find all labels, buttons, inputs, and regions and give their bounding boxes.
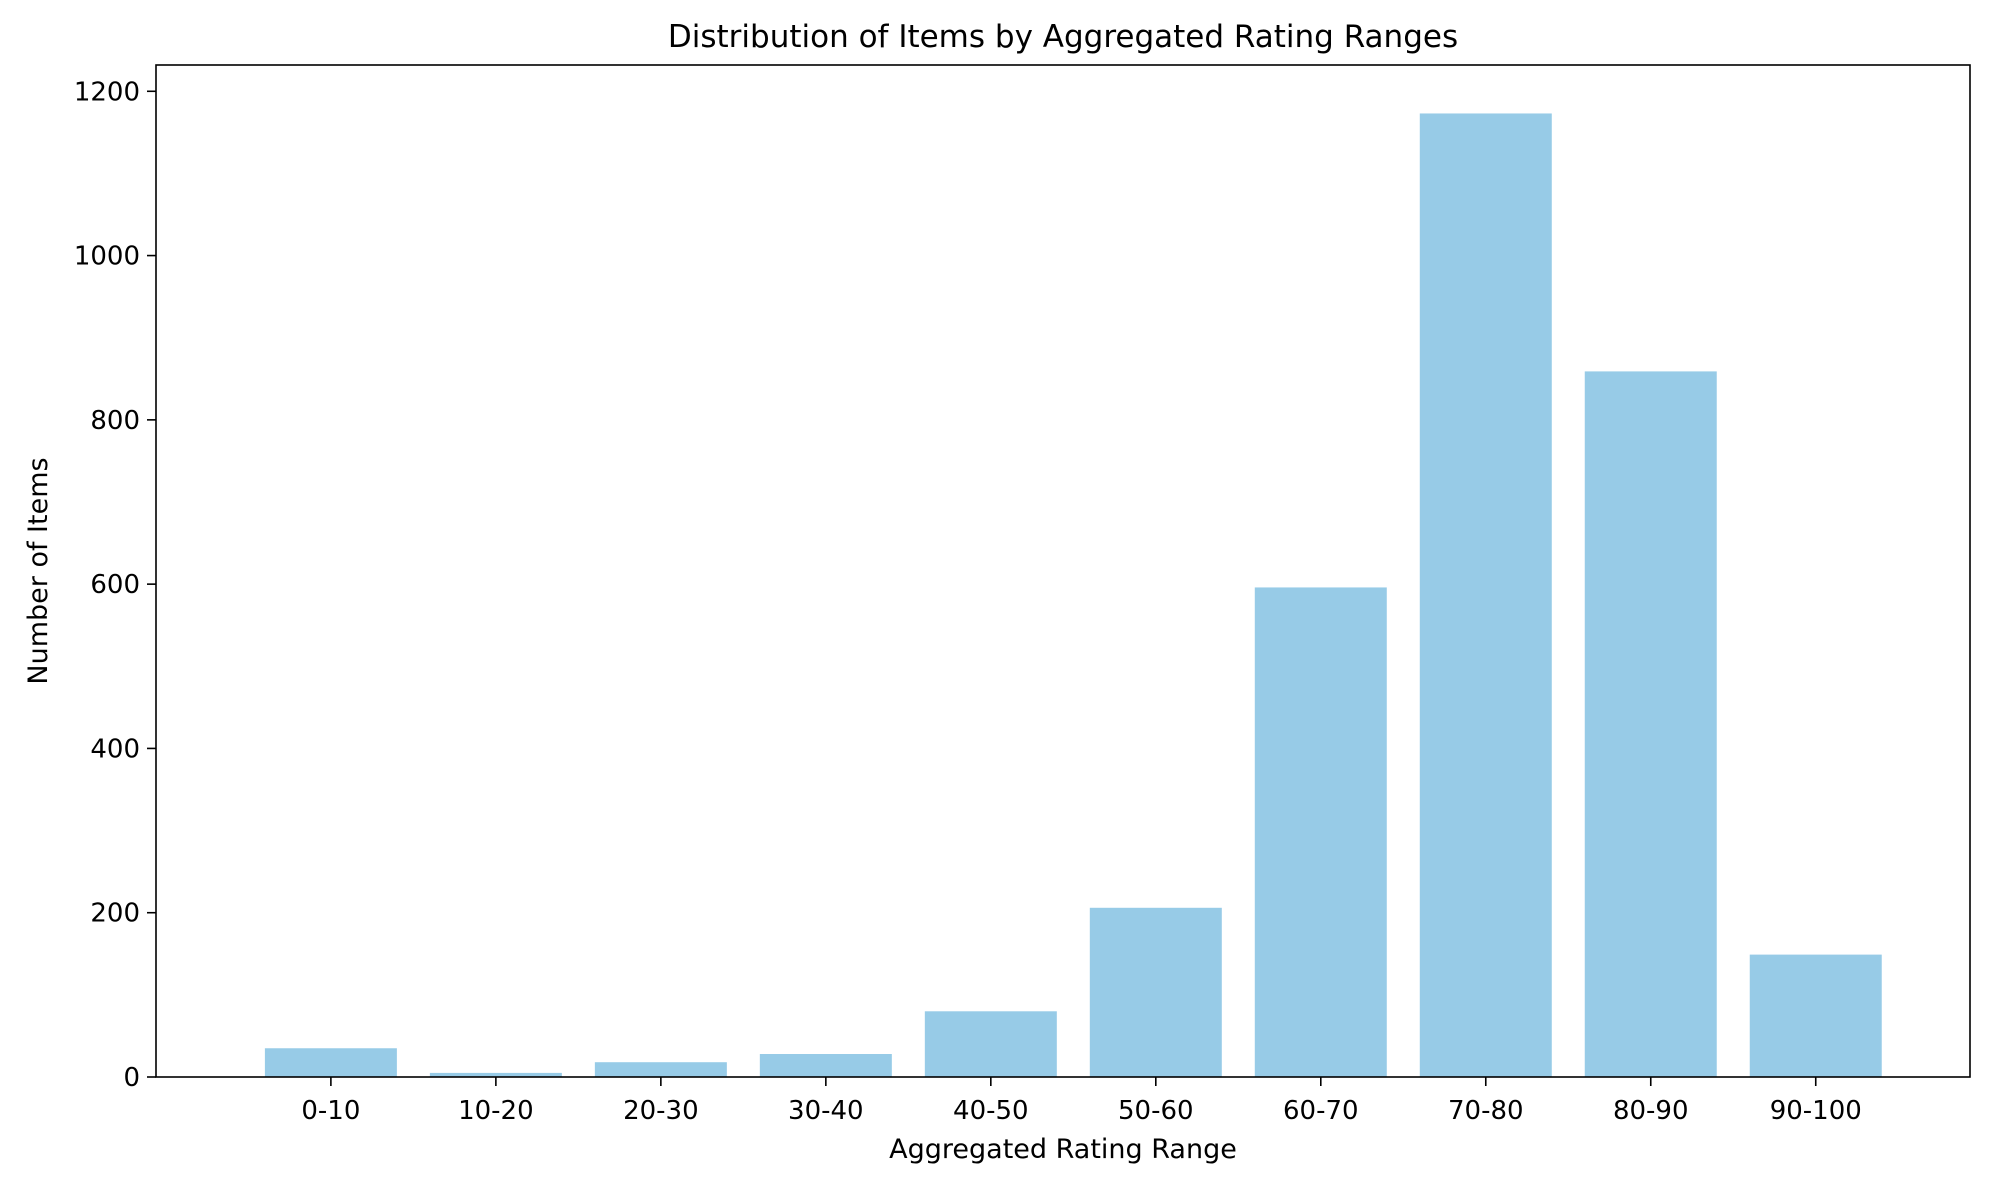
bar-50-60: [1089, 907, 1222, 1077]
x-tick-label: 20-30: [623, 1096, 699, 1126]
bar-40-50: [924, 1011, 1057, 1077]
y-tick-label: 600: [90, 570, 140, 600]
x-axis-ticks: 0-10 10-20 20-30 30-40 40-50 50-60 60-70 70-80 8…: [301, 1077, 1862, 1126]
y-tick-label: 0: [123, 1063, 140, 1093]
x-tick-label: 70-80: [1448, 1096, 1524, 1126]
x-tick-label: 80-90: [1613, 1096, 1689, 1126]
bar-10-20: [429, 1072, 562, 1077]
bar-70-80: [1419, 113, 1552, 1077]
chart-title: Distribution of Items by Aggregated Rati…: [668, 19, 1458, 55]
x-tick-label: 50-60: [1118, 1096, 1194, 1126]
x-tick-label: 10-20: [458, 1096, 534, 1126]
bar-60-70: [1254, 587, 1387, 1077]
x-tick-label: 40-50: [953, 1096, 1029, 1126]
y-axis-label: Number of Items: [23, 457, 54, 684]
y-tick-label: 800: [90, 406, 140, 436]
x-tick-label: 30-40: [788, 1096, 864, 1126]
plot-area-frame: [155, 64, 1971, 1078]
y-tick-label: 1000: [74, 242, 140, 272]
x-tick-label: 90-100: [1770, 1096, 1862, 1126]
bar-30-40: [759, 1054, 892, 1077]
bar-20-30: [594, 1062, 727, 1077]
y-tick-label: 1200: [74, 77, 140, 107]
x-tick-label: 60-70: [1283, 1096, 1359, 1126]
bar-0-10: [264, 1048, 397, 1077]
bar-80-90: [1584, 371, 1717, 1077]
bar-90-100: [1749, 954, 1882, 1077]
y-tick-label: 200: [90, 899, 140, 929]
bars: [264, 113, 1882, 1077]
x-axis-label: Aggregated Rating Range: [889, 1134, 1237, 1165]
y-tick-label: 400: [90, 734, 140, 764]
x-tick-label: 0-10: [301, 1096, 360, 1126]
y-axis-ticks: 0 200 400 600 800 1000 1200: [74, 77, 156, 1093]
